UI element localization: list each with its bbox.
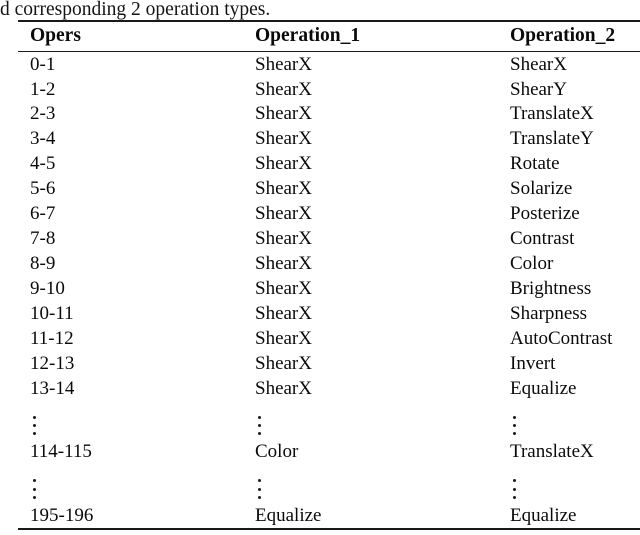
table-row: 3-4 ShearX TranslateY [18, 127, 640, 152]
column-header-operation-2: Operation_2 [510, 25, 616, 47]
table-row: 9-10 ShearX Brightness [18, 277, 640, 302]
table-header-row: Opers Operation_1 Operation_2 [18, 22, 640, 51]
table-row: 6-7 ShearX Posterize [18, 202, 640, 227]
vertical-ellipsis-icon [258, 413, 261, 438]
cell-opers: 13-14 [30, 377, 75, 399]
table-row: 0-1 ShearX ShearX [18, 52, 640, 77]
cell-operation-1: ShearX [255, 128, 312, 150]
cell-opers: 8-9 [30, 253, 56, 275]
cell-operation-2: TranslateY [510, 128, 594, 150]
cell-opers: 195-196 [30, 504, 94, 526]
cell-operation-2: ShearY [510, 78, 567, 100]
cell-opers: 4-5 [30, 153, 56, 175]
cell-operation-2: Posterize [510, 203, 580, 225]
vertical-ellipsis-icon [258, 477, 261, 502]
cell-opers: 11-12 [30, 327, 74, 349]
cell-operation-2: Invert [510, 352, 556, 374]
cell-operation-2: Contrast [510, 228, 575, 250]
table-row: 195-196 Equalize Equalize [18, 503, 640, 528]
table-header-rule [18, 50, 640, 53]
cell-operation-2: Brightness [510, 278, 592, 299]
cell-opers: 0-1 [30, 53, 56, 75]
cell-opers: 9-10 [30, 278, 65, 299]
cell-operation-1: ShearX [255, 352, 312, 374]
cell-opers: 6-7 [30, 203, 56, 225]
cell-operation-1: ShearX [255, 178, 312, 200]
cell-opers: 5-6 [30, 178, 56, 200]
vdots-operation-1 [255, 466, 510, 501]
vdots-opers [30, 403, 255, 438]
column-header-operation-1: Operation_1 [255, 25, 361, 47]
table-top-rule [18, 20, 640, 22]
cell-operation-1: ShearX [255, 228, 312, 250]
vdots-opers [30, 466, 255, 501]
column-header-opers: Opers [30, 25, 81, 47]
cell-opers: 2-3 [30, 103, 56, 125]
cell-operation-2: TranslateX [510, 103, 594, 125]
cell-operation-2: AutoContrast [510, 327, 613, 349]
cell-operation-2: Rotate [510, 153, 560, 175]
table-row: 11-12 ShearX AutoContrast [18, 326, 640, 351]
cell-operation-1: ShearX [255, 302, 312, 324]
vdots-operation-2 [510, 466, 640, 501]
cell-opers: 1-2 [30, 78, 56, 100]
cell-operation-2: Equalize [510, 504, 577, 526]
table-row: 114-115 Color TranslateX [18, 440, 640, 465]
table-row: 4-5 ShearX Rotate [18, 152, 640, 177]
vertical-ellipsis-icon [33, 413, 36, 438]
cell-operation-2: Equalize [510, 377, 577, 399]
cell-operation-1: ShearX [255, 278, 312, 299]
cell-operation-2: TranslateX [510, 441, 594, 463]
table-caption: d corresponding 2 operation types. [0, 0, 271, 20]
vertical-ellipsis-icon [513, 477, 516, 502]
cell-operation-1: Equalize [255, 504, 322, 526]
table-row: 8-9 ShearX Color [18, 252, 640, 277]
vdots-operation-2 [510, 403, 640, 438]
table-row: 7-8 ShearX Contrast [18, 227, 640, 252]
table-row: 1-2 ShearX ShearY [18, 77, 640, 102]
cell-operation-1: ShearX [255, 377, 312, 399]
table-vdots-row [18, 401, 640, 440]
cell-operation-1: ShearX [255, 103, 312, 125]
cell-opers: 10-11 [30, 302, 74, 324]
table-row: 10-11 ShearX Sharpness [18, 301, 640, 326]
table-bottom-rule [18, 528, 640, 531]
cell-opers: 7-8 [30, 228, 56, 250]
cell-opers: 12-13 [30, 352, 75, 374]
cell-operation-1: Color [255, 441, 299, 463]
cell-operation-1: ShearX [255, 327, 312, 349]
table-vdots-row [18, 465, 640, 504]
cell-operation-1: ShearX [255, 78, 312, 100]
table-body: 0-1 ShearX ShearX 1-2 ShearX ShearY 2-3 … [18, 52, 640, 528]
cell-operation-1: ShearX [255, 203, 312, 225]
table-row: 12-13 ShearX Invert [18, 351, 640, 376]
cell-operation-2: ShearX [510, 53, 567, 75]
table-row: 13-14 ShearX Equalize [18, 376, 640, 401]
vertical-ellipsis-icon [513, 413, 516, 438]
table-row: 2-3 ShearX TranslateX [18, 102, 640, 127]
vertical-ellipsis-icon [33, 477, 36, 502]
cell-opers: 3-4 [30, 128, 56, 150]
cell-operation-1: ShearX [255, 253, 312, 275]
cell-operation-2: Solarize [510, 178, 573, 200]
cell-operation-2: Color [510, 253, 554, 275]
cell-opers: 114-115 [30, 441, 92, 463]
cell-operation-2: Sharpness [510, 302, 588, 324]
operations-table: Opers Operation_1 Operation_2 0-1 ShearX… [18, 20, 640, 531]
table-row: 5-6 ShearX Solarize [18, 177, 640, 202]
vdots-operation-1 [255, 403, 510, 438]
cell-operation-1: ShearX [255, 53, 312, 75]
cell-operation-1: ShearX [255, 153, 312, 175]
